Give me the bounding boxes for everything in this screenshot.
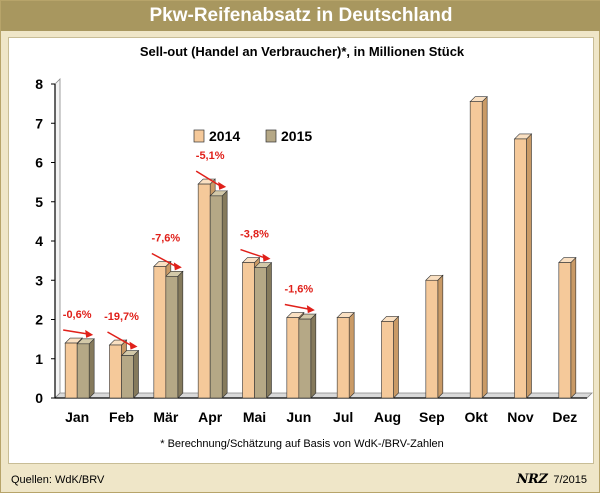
chart-title: Sell-out (Handel an Verbraucher)*, in Mi… xyxy=(139,44,465,59)
y-tick-label: 6 xyxy=(35,155,43,171)
y-tick-label: 1 xyxy=(35,351,43,367)
arrow-head xyxy=(306,305,315,314)
bar-2014 xyxy=(558,262,572,399)
legend-label-2014: 2014 xyxy=(209,128,240,144)
y-tick-label: 2 xyxy=(35,312,43,328)
bar-side-2015 xyxy=(221,190,228,399)
x-tick-label: Jun xyxy=(286,409,311,425)
publisher-badge: NRZ 7/2015 xyxy=(517,472,587,487)
bar-2015 xyxy=(76,343,90,399)
bar-2014 xyxy=(425,279,439,399)
x-tick-label: Apr xyxy=(198,409,223,425)
bar-2014 xyxy=(242,262,255,399)
bar-side-2014 xyxy=(393,315,399,399)
change-annotation: -19,7% xyxy=(104,311,139,323)
bar-side-2014 xyxy=(348,311,355,399)
bar-2014 xyxy=(514,138,527,399)
change-arrow xyxy=(284,303,309,310)
bar-side-2015 xyxy=(133,349,139,399)
change-annotation: -1,6% xyxy=(284,284,313,296)
y-tick-label: 7 xyxy=(35,115,43,131)
nrz-logo: NRZ xyxy=(516,472,548,487)
bar-2014 xyxy=(197,183,211,399)
y-tick-label: 8 xyxy=(35,76,43,92)
arrow-head xyxy=(262,253,271,262)
bar-2014 xyxy=(286,317,300,399)
arrow-head xyxy=(173,262,182,271)
change-annotation: -0,6% xyxy=(63,309,92,321)
bar-side-2015 xyxy=(310,313,317,399)
change-arrow xyxy=(151,252,177,267)
bar-side-2014 xyxy=(481,95,488,399)
x-tick-label: Dez xyxy=(552,409,577,425)
change-arrow xyxy=(195,170,221,187)
y-tick-label: 5 xyxy=(35,194,43,210)
bar-side-2015 xyxy=(88,338,95,399)
source-label: Quellen: WdK/BRV xyxy=(11,474,105,486)
bar-2014 xyxy=(109,344,122,399)
bar-side-2014 xyxy=(570,256,577,399)
bar-chart: 0 1 2 3 4 5 6 7 8 Jan -0,6% Feb -19,7% Mär -7,6% Apr -5,… xyxy=(35,76,593,425)
x-tick-label: Mai xyxy=(243,409,266,425)
x-tick-label: Nov xyxy=(507,409,534,425)
bar-side-2015 xyxy=(177,270,184,399)
change-arrow xyxy=(240,248,265,259)
bar-2014 xyxy=(336,317,350,399)
x-tick-label: Feb xyxy=(109,409,134,425)
bar-2015 xyxy=(121,355,134,399)
bar-2014 xyxy=(469,101,483,399)
footnote: * Berechnung/Schätzung auf Basis von WdK… xyxy=(160,438,444,450)
change-annotation: -7,6% xyxy=(151,233,180,245)
side-wall xyxy=(54,78,61,399)
bar-2015 xyxy=(298,318,312,399)
bar-side-2014 xyxy=(526,133,532,399)
y-tick-label: 3 xyxy=(35,272,43,288)
change-annotation: -3,8% xyxy=(240,229,269,241)
arrow-head xyxy=(85,329,94,338)
page-title: Pkw-Reifenabsatz in Deutschland xyxy=(1,1,600,31)
change-annotation: -5,1% xyxy=(196,150,225,162)
bar-side-2015 xyxy=(266,261,272,399)
legend-swatch-2015 xyxy=(265,129,277,143)
arrow-head xyxy=(218,181,227,190)
legend-label-2015: 2015 xyxy=(281,128,312,144)
change-arrow xyxy=(63,329,88,335)
legend-swatch-2014 xyxy=(193,129,205,143)
bar-2014 xyxy=(153,266,167,399)
x-tick-label: Okt xyxy=(464,409,488,425)
chart-panel: Sell-out (Handel an Verbraucher)*, in Mi… xyxy=(8,37,594,464)
bar-2015 xyxy=(209,195,223,399)
bar-side-2014 xyxy=(437,274,444,399)
bar-2014 xyxy=(64,342,78,399)
bar-2015 xyxy=(254,267,267,399)
bar-2014 xyxy=(381,321,394,399)
x-tick-label: Jan xyxy=(65,409,89,425)
issue-label: 7/2015 xyxy=(553,473,587,486)
change-arrow xyxy=(107,331,132,347)
y-tick-label: 0 xyxy=(35,390,43,406)
x-tick-label: Mär xyxy=(153,409,178,425)
arrow-head xyxy=(129,341,138,350)
x-tick-label: Aug xyxy=(374,409,401,425)
y-tick-label: 4 xyxy=(35,233,43,249)
x-tick-label: Jul xyxy=(333,409,353,425)
x-tick-label: Sep xyxy=(419,409,445,425)
bar-2015 xyxy=(165,276,179,399)
